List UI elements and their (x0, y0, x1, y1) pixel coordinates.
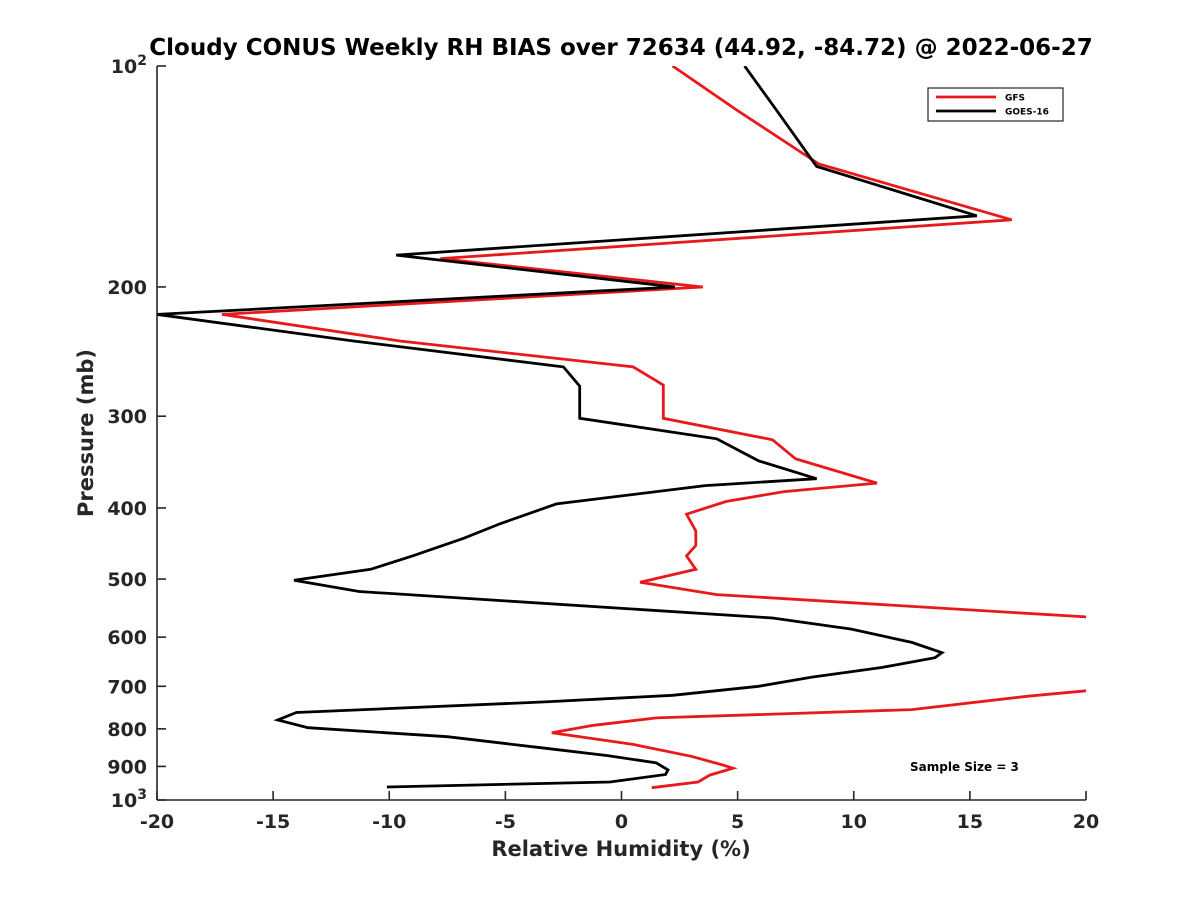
legend-label: GOES-16 (1005, 108, 1049, 118)
y-tick-label: 700 (107, 676, 147, 698)
legend: GFS GOES-16 (927, 87, 1064, 122)
x-tick-label: 20 (1073, 811, 1099, 833)
y-tick-label: 300 (107, 406, 147, 428)
series-line-goes-16-2 (157, 66, 978, 789)
x-tick-label: 10 (841, 811, 867, 833)
y-tick-label: 800 (107, 719, 147, 741)
legend-box (927, 87, 1064, 122)
x-tick-label: -5 (495, 811, 516, 833)
y-tick-label: 103 (111, 787, 147, 812)
x-tick-label: -10 (372, 811, 406, 833)
y-tick-label: 500 (107, 569, 147, 591)
sample-size-annotation: Sample Size = 3 (910, 760, 1019, 774)
y-tick-label: 200 (107, 277, 147, 299)
chart-title: Cloudy CONUS Weekly RH BIAS over 72634 (… (149, 35, 1092, 61)
legend-label: GFS (1005, 94, 1025, 104)
y-axis-title: Pressure (mb) (74, 349, 98, 517)
x-tick-label: -20 (140, 811, 174, 833)
axes-layer: -20 -15 -10 -5 0 5 10 15 20 102 200 300 400 500 600 700… (107, 53, 1099, 833)
y-tick-label: 400 (107, 498, 147, 520)
series-line-gfs-0 (221, 66, 1086, 619)
x-tick-label: 15 (957, 811, 983, 833)
x-tick-label: 0 (615, 811, 628, 833)
x-axis-title: Relative Humidity (%) (491, 837, 750, 861)
x-tick-label: -15 (256, 811, 290, 833)
x-tick-label: 5 (731, 811, 744, 833)
y-tick-label: 600 (107, 627, 147, 649)
y-tick-label: 900 (107, 756, 147, 778)
series-line-gfs-1 (551, 689, 1086, 790)
series-layer (157, 66, 1086, 790)
y-tick-label: 102 (111, 53, 147, 78)
